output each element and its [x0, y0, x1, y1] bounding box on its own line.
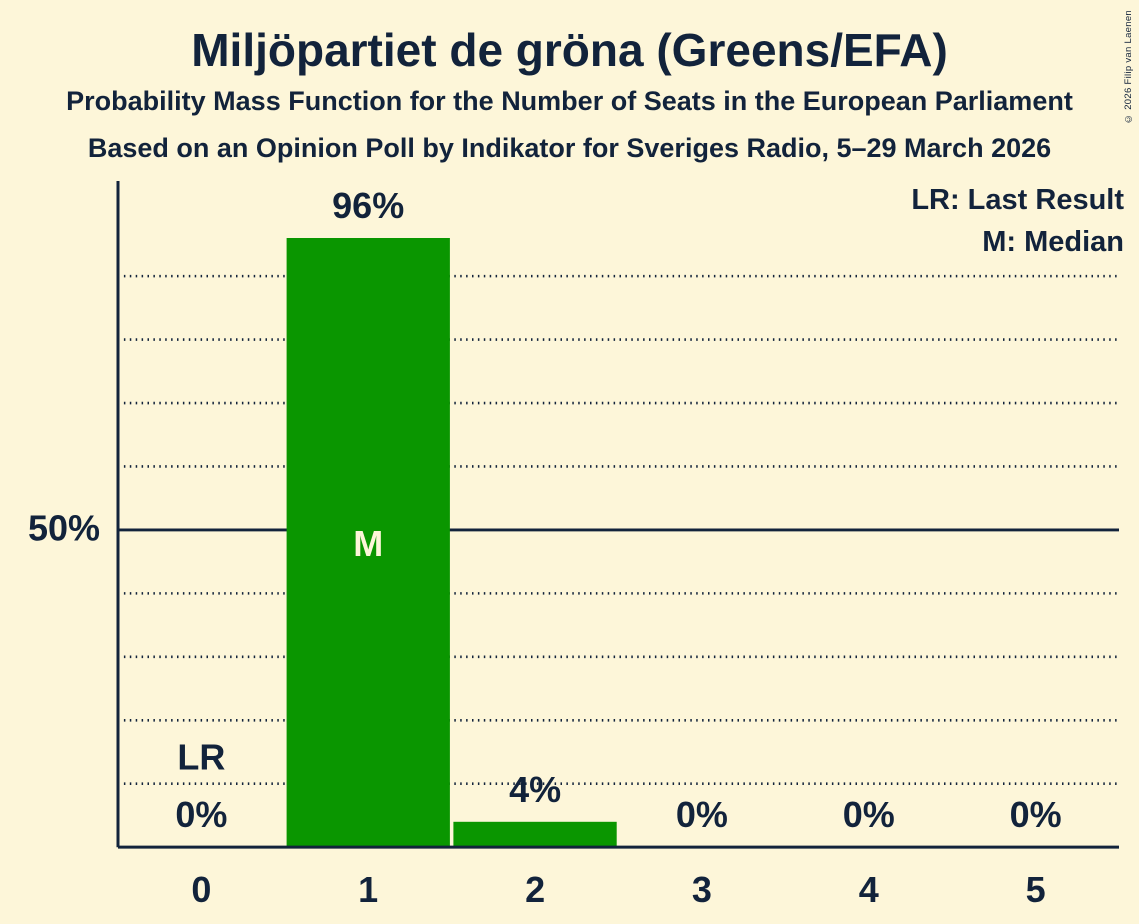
svg-text:96%: 96% — [332, 185, 404, 226]
svg-text:1: 1 — [358, 869, 378, 910]
svg-text:2: 2 — [525, 869, 545, 910]
svg-text:3: 3 — [692, 869, 712, 910]
svg-text:0%: 0% — [843, 794, 895, 835]
svg-text:0%: 0% — [175, 794, 227, 835]
svg-text:4: 4 — [859, 869, 879, 910]
svg-text:0%: 0% — [1010, 794, 1062, 835]
svg-text:LR: LR — [177, 737, 225, 778]
svg-text:M: M — [353, 523, 383, 564]
svg-text:0: 0 — [191, 869, 211, 910]
svg-text:5: 5 — [1026, 869, 1046, 910]
svg-text:50%: 50% — [28, 508, 100, 549]
svg-text:0%: 0% — [676, 794, 728, 835]
svg-text:4%: 4% — [509, 769, 561, 810]
